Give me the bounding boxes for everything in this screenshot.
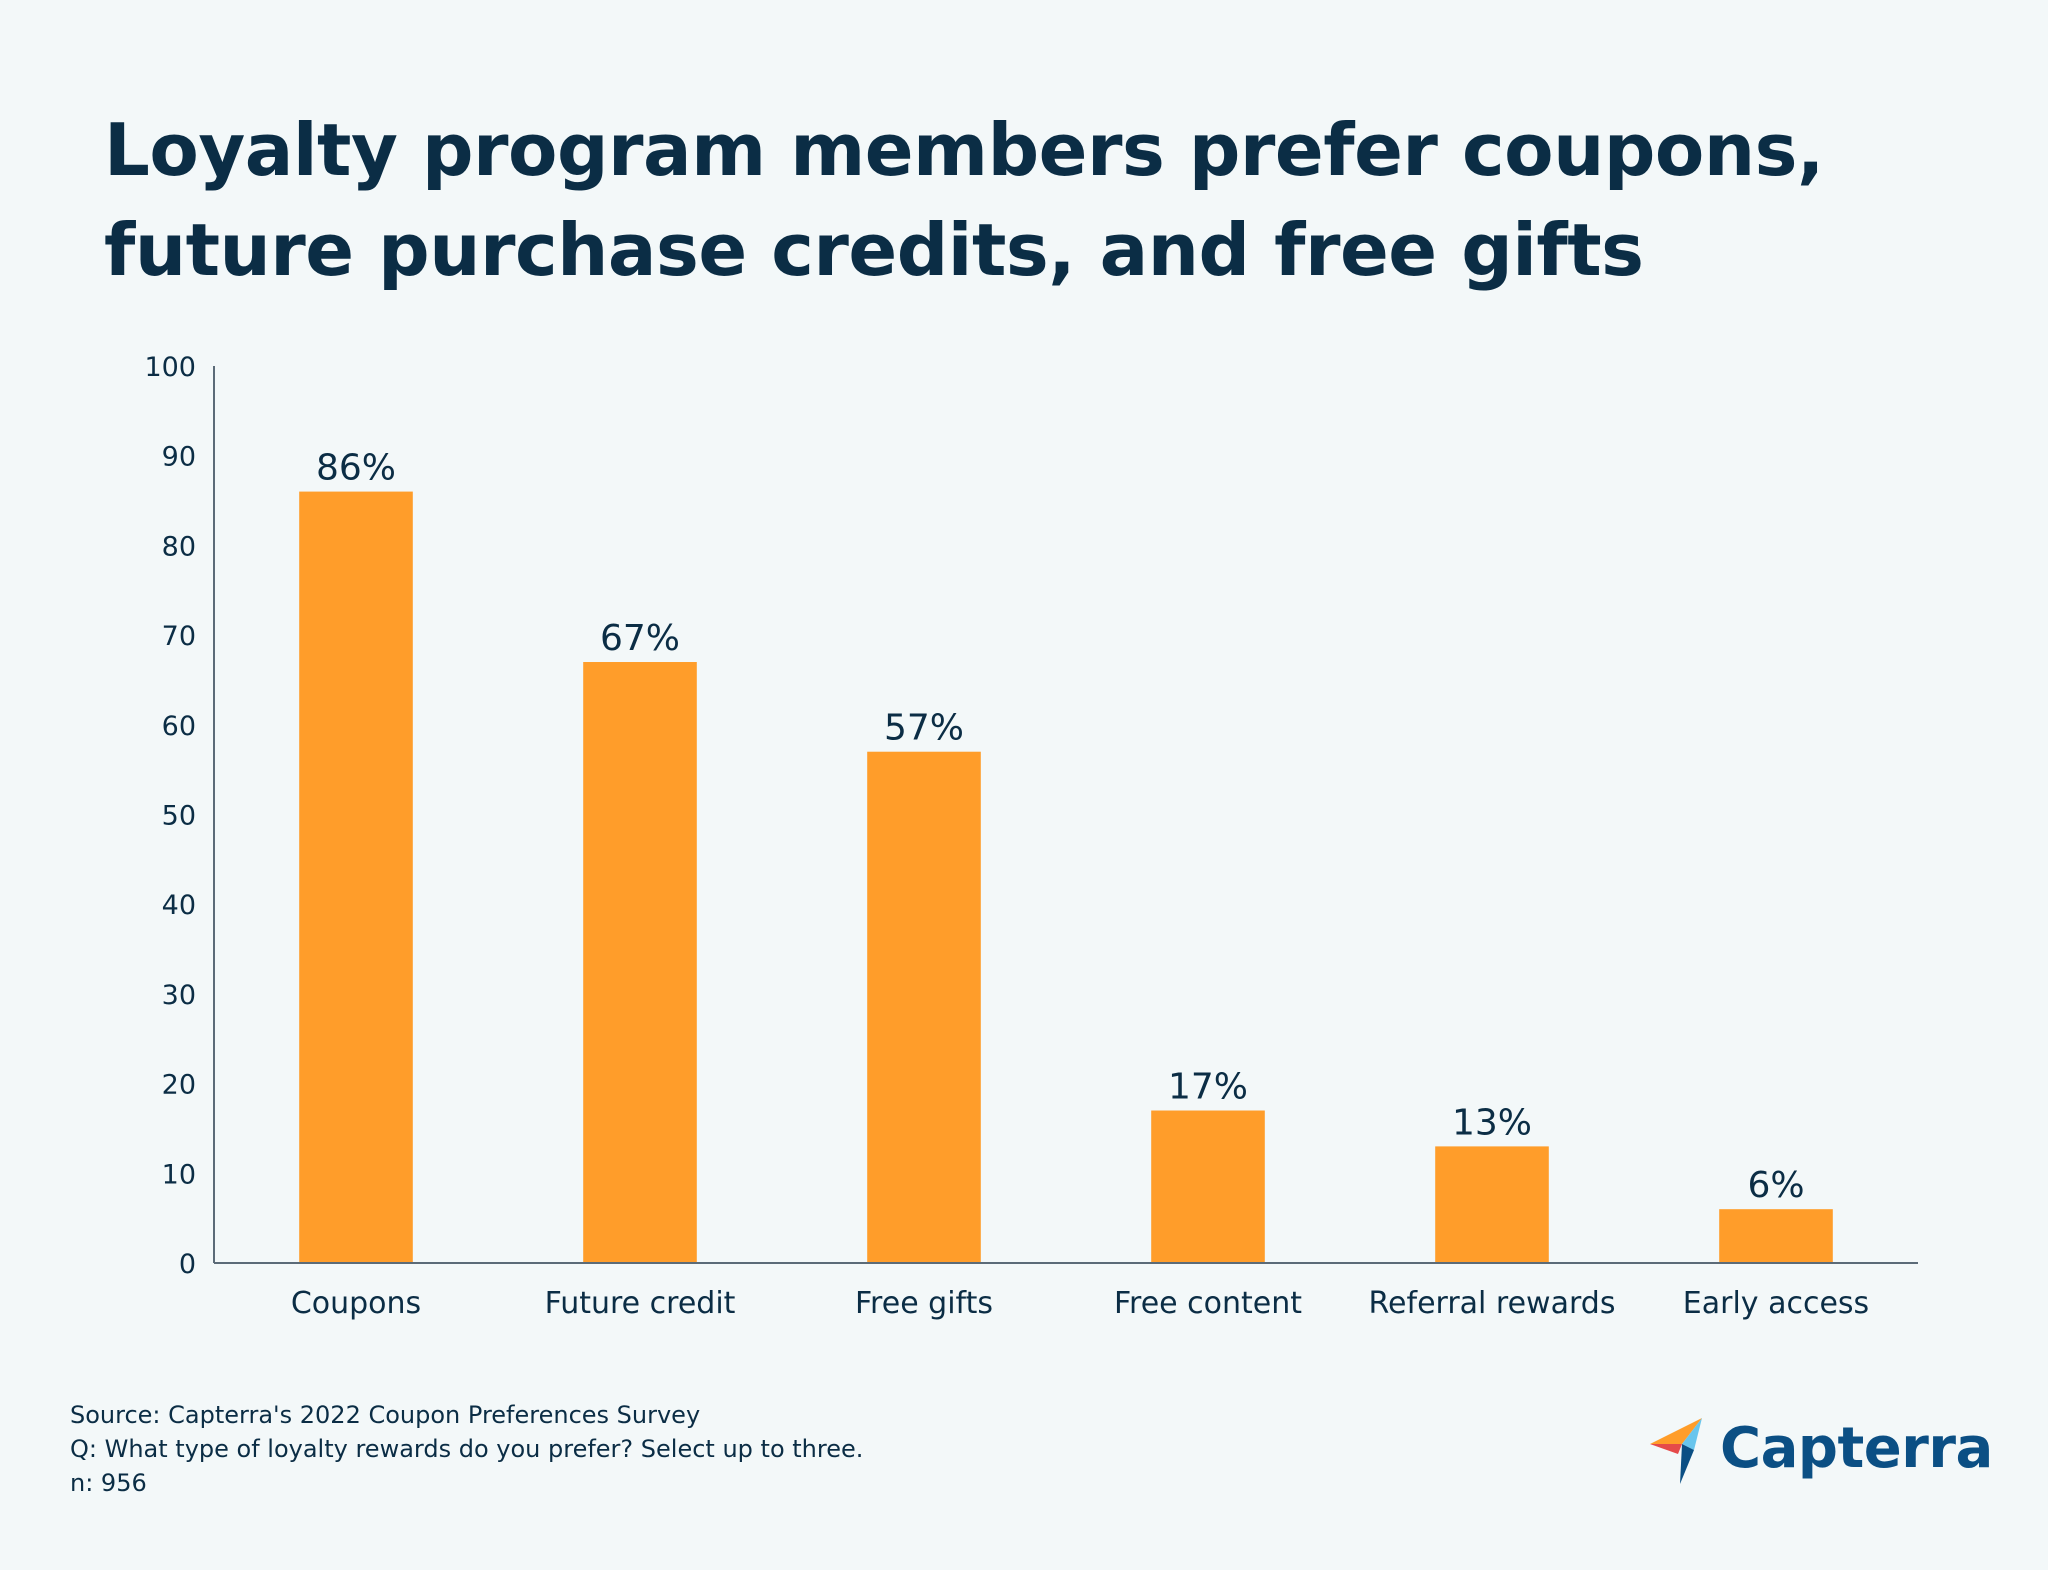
capterra-logo: Capterra — [1648, 1414, 1993, 1494]
survey-question: Q: What type of loyalty rewards do you p… — [70, 1435, 864, 1463]
sample-size: n: 956 — [70, 1469, 147, 1497]
bar-future-credit — [583, 662, 697, 1263]
y-tick-label: 30 — [162, 980, 196, 1011]
category-label: Free gifts — [855, 1286, 993, 1321]
data-label: 86% — [316, 448, 396, 489]
y-tick-label: 0 — [179, 1249, 196, 1280]
y-tick-label: 80 — [162, 531, 196, 562]
category-label: Future credit — [545, 1286, 736, 1321]
capterra-logo-icon — [1650, 1418, 1702, 1484]
y-tick-label: 60 — [162, 711, 196, 742]
y-tick-label: 40 — [162, 890, 196, 921]
data-label: 67% — [600, 618, 680, 659]
bar-coupons — [299, 491, 413, 1264]
bar-early-access — [1719, 1209, 1833, 1263]
category-label: Coupons — [291, 1286, 421, 1321]
bars — [299, 491, 1833, 1264]
y-tick-label: 100 — [144, 352, 196, 383]
category-label: Free content — [1114, 1286, 1302, 1321]
data-label: 13% — [1452, 1102, 1532, 1143]
category-label: Referral rewards — [1369, 1286, 1616, 1321]
category-labels: Coupons Future credit Free gifts Free conte… — [291, 1286, 1869, 1321]
bar-free-gifts — [867, 751, 981, 1263]
y-tick-label: 20 — [162, 1070, 196, 1101]
capterra-logo-text: Capterra — [1720, 1416, 1993, 1481]
data-label: 6% — [1747, 1165, 1804, 1206]
y-axis-ticks: 0 10 20 30 40 50 60 70 80 90 100 — [144, 352, 196, 1280]
bar-referral-rewards — [1435, 1146, 1549, 1263]
data-label: 17% — [1168, 1067, 1248, 1108]
bar-chart: 0 10 20 30 40 50 60 70 80 90 100 86% 67% 57% 17% 13% 6%… — [144, 352, 1918, 1321]
chart-title-line-2: future purchase credits, and free gifts — [104, 208, 1644, 292]
bar-free-content — [1151, 1110, 1265, 1263]
y-tick-label: 90 — [162, 442, 196, 473]
data-label: 57% — [884, 708, 964, 749]
y-tick-label: 10 — [162, 1159, 196, 1190]
y-tick-label: 70 — [162, 621, 196, 652]
chart-title-line-1: Loyalty program members prefer coupons, — [104, 108, 1824, 192]
chart-footer: Source: Capterra's 2022 Coupon Preferenc… — [70, 1398, 863, 1500]
chart-title: Loyalty program members prefer coupons, … — [104, 100, 1984, 300]
y-tick-label: 50 — [162, 801, 196, 832]
data-labels: 86% 67% 57% 17% 13% 6% — [316, 448, 1805, 1207]
source-note: Source: Capterra's 2022 Coupon Preferenc… — [70, 1401, 701, 1429]
category-label: Early access — [1683, 1286, 1869, 1321]
